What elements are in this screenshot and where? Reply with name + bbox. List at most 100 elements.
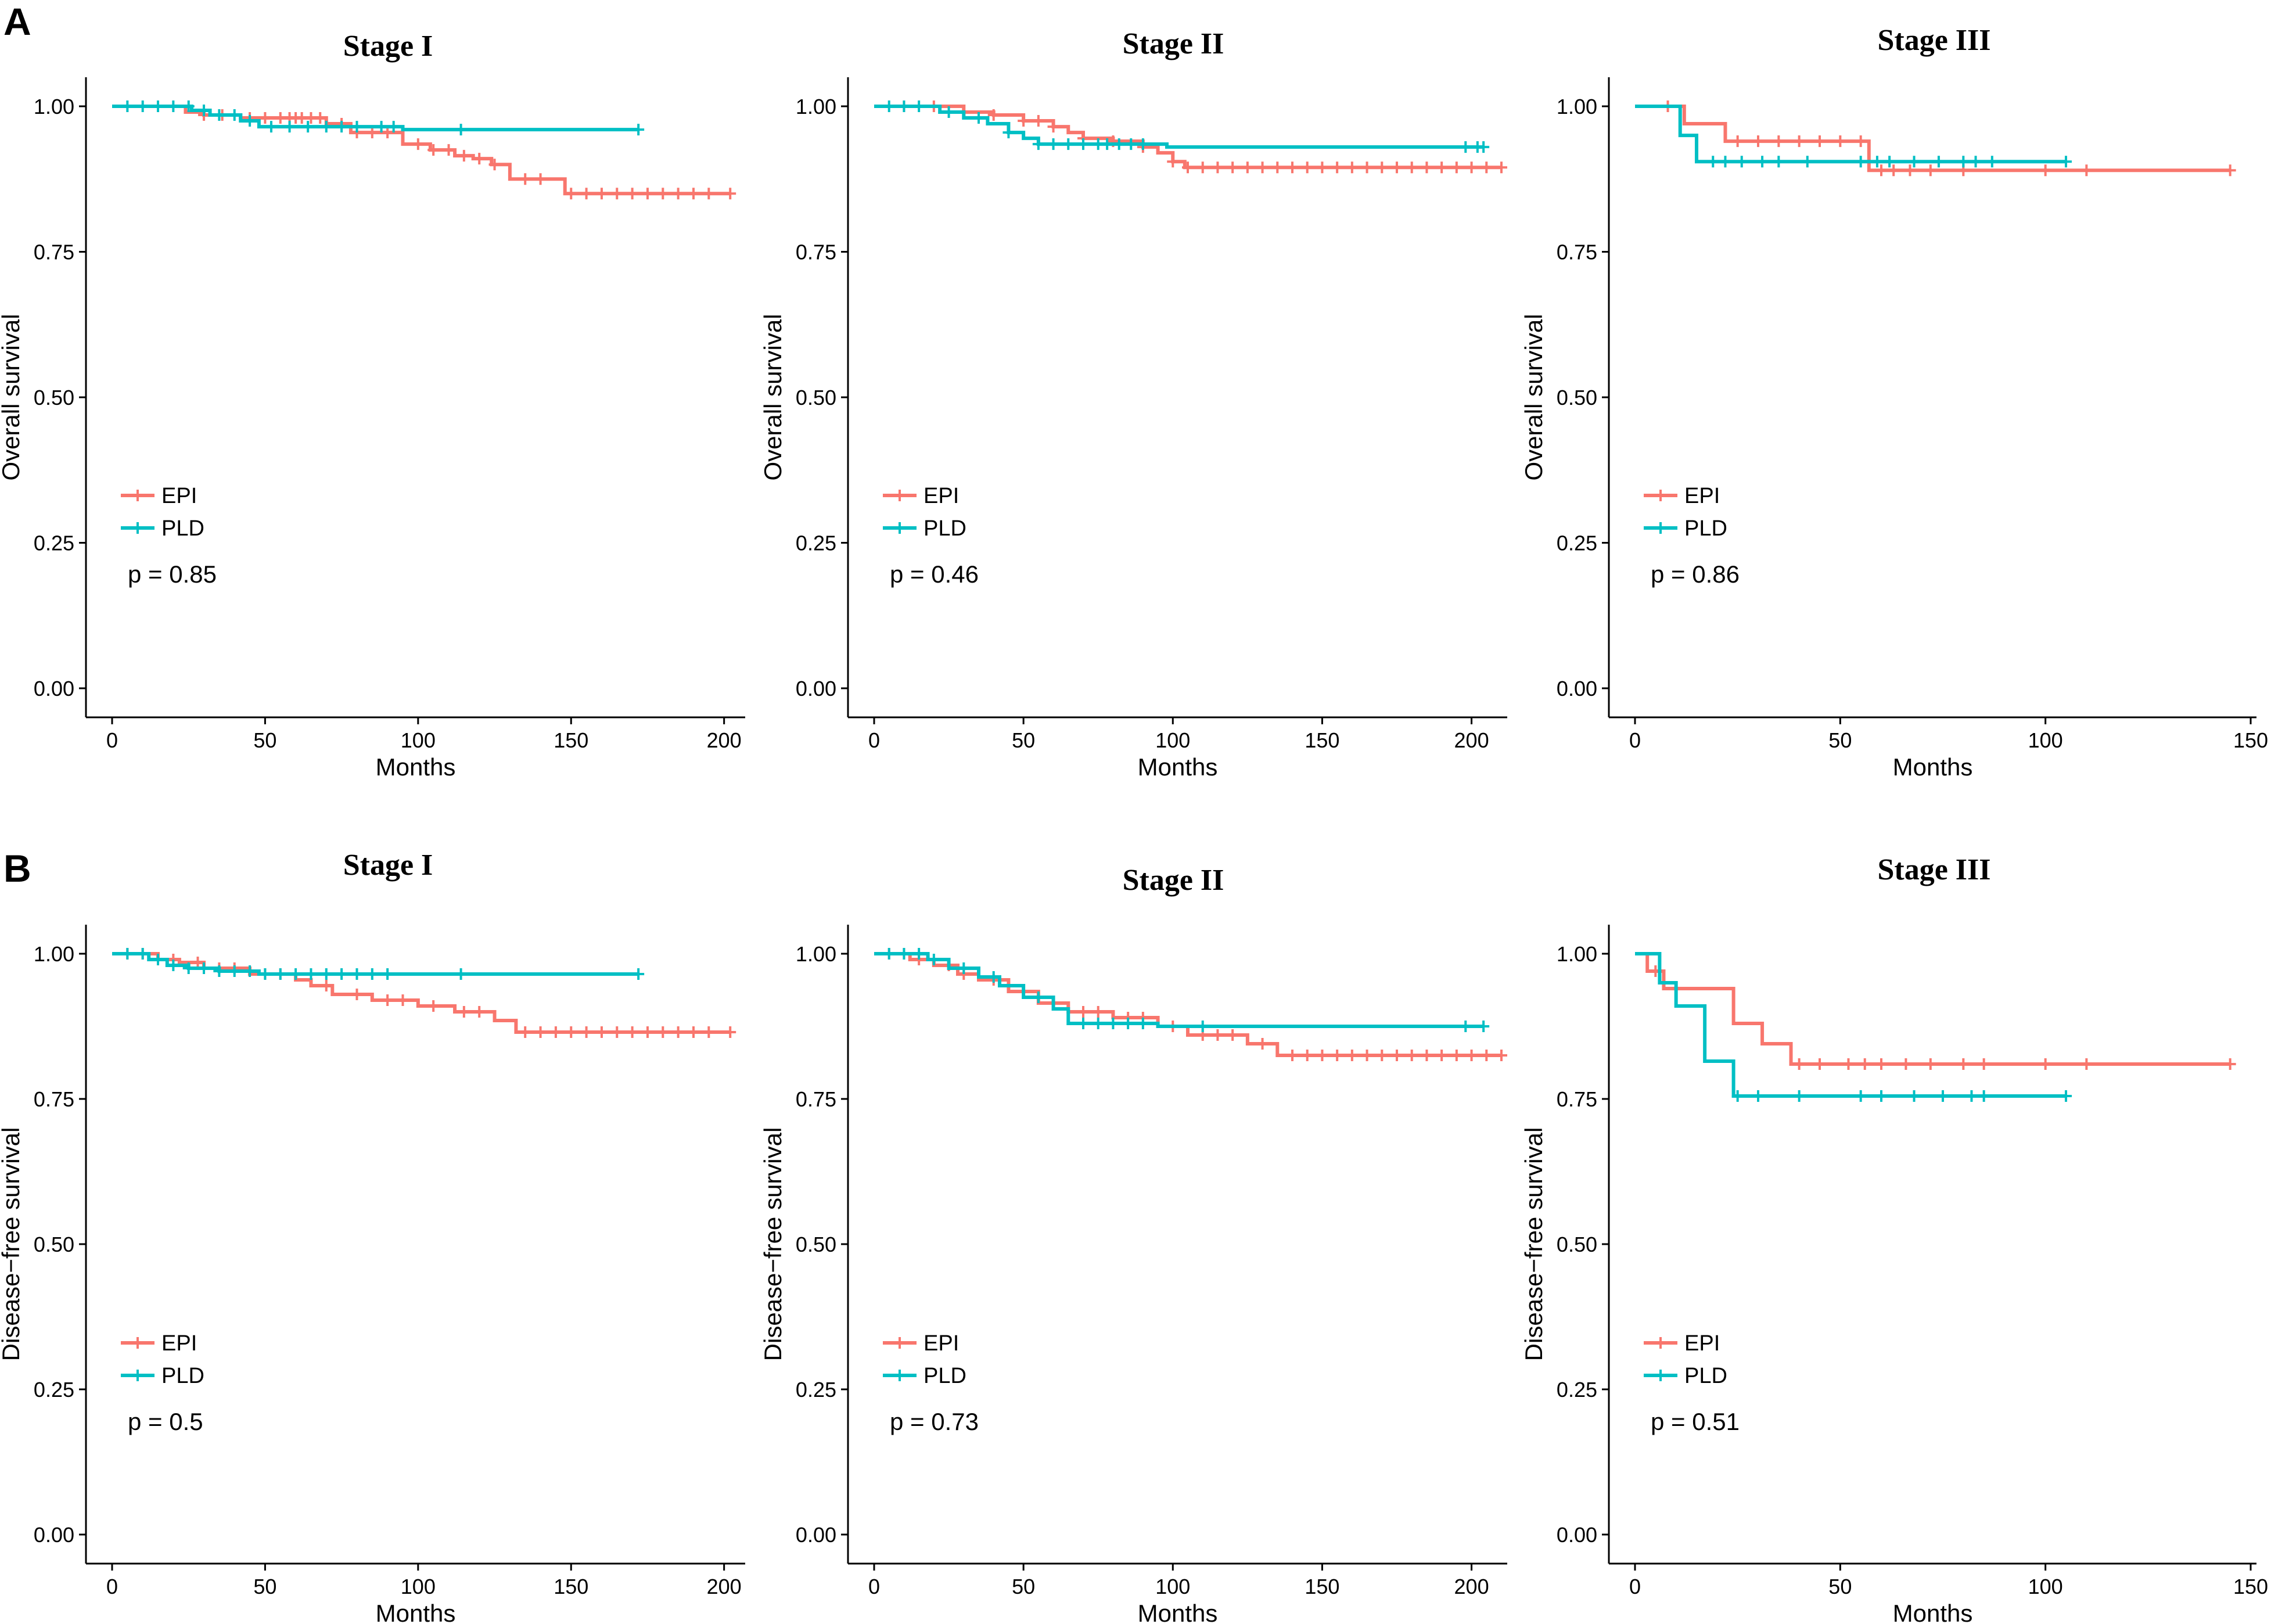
censor-mark	[387, 121, 400, 133]
series-pld: PLD	[874, 948, 1490, 1388]
censor-mark	[458, 1006, 470, 1018]
x-tick-label: 100	[1155, 728, 1190, 752]
censor-mark	[641, 1026, 653, 1038]
p-value-annotation: p = 0.5	[128, 1408, 203, 1435]
legend-key-censor	[132, 522, 143, 534]
y-axis-label: Disease−free survival	[759, 1127, 786, 1361]
x-axis-label: Months	[1138, 1600, 1218, 1624]
censor-mark	[314, 112, 326, 124]
censor-mark	[703, 1026, 715, 1038]
p-value-annotation: p = 0.73	[890, 1408, 979, 1435]
x-tick-label: 150	[554, 728, 588, 752]
censor-mark	[1301, 161, 1313, 174]
series-pld: PLD	[112, 100, 645, 541]
x-tick-label: 50	[253, 1575, 276, 1598]
y-axis-label: Disease−free survival	[1520, 1127, 1547, 1361]
censor-mark	[1924, 164, 1936, 177]
censor-mark	[121, 948, 134, 960]
legend-key-censor	[1655, 1370, 1666, 1381]
censor-mark	[913, 948, 925, 960]
censor-mark	[534, 173, 547, 185]
censor-mark	[987, 971, 1000, 983]
censor-mark	[1793, 135, 1805, 148]
legend-label-pld: PLD	[924, 516, 966, 541]
censor-mark	[1077, 138, 1089, 150]
censor-mark	[1965, 1090, 1978, 1102]
legend-label-pld: PLD	[1684, 1364, 1727, 1388]
censor-mark	[1904, 164, 1916, 177]
censor-mark	[213, 965, 225, 977]
y-tick-label: 1.00	[34, 95, 74, 118]
censor-mark	[1937, 1090, 1949, 1102]
p-value-annotation: p = 0.85	[128, 561, 217, 588]
censor-mark	[244, 115, 256, 127]
x-tick-label: 150	[2233, 1575, 2268, 1598]
censor-mark	[1814, 135, 1826, 148]
censor-mark	[987, 109, 1000, 121]
censor-mark	[958, 962, 970, 974]
y-tick-label: 1.00	[796, 942, 836, 966]
chart-title: Stage II	[1123, 864, 1224, 897]
censor-mark	[1970, 156, 1982, 168]
censor-mark	[724, 1026, 736, 1038]
censor-mark	[657, 1026, 669, 1038]
censor-mark	[883, 948, 895, 960]
censor-mark	[1212, 161, 1224, 174]
survival-curve-epi	[1635, 952, 2230, 1066]
censor-mark	[152, 954, 164, 965]
x-tick-label: 50	[1012, 728, 1035, 752]
censor-mark	[1391, 161, 1403, 174]
censor-mark	[1227, 1029, 1239, 1041]
y-tick-label: 0.50	[1557, 386, 1597, 409]
censor-mark	[1346, 161, 1358, 174]
y-tick-label: 0.75	[1557, 240, 1597, 264]
censor-mark	[382, 994, 394, 1006]
censor-mark	[351, 989, 363, 1000]
y-tick-label: 0.00	[796, 677, 836, 700]
censor-mark	[1047, 138, 1059, 150]
censor-mark	[1137, 1018, 1149, 1029]
y-tick-label: 0.25	[796, 531, 836, 555]
survival-curve-epi	[874, 105, 1501, 170]
censor-mark	[973, 112, 984, 124]
y-tick-label: 0.00	[1557, 1523, 1597, 1547]
censor-mark	[1814, 1058, 1826, 1070]
x-axis-label: Months	[376, 753, 456, 781]
censor-mark	[1032, 991, 1044, 1003]
censor-mark	[1481, 1050, 1493, 1061]
chart-b2: Stage II 0.00 0.25 0.50 0.75 1.00 0 50 100 150 200…	[759, 864, 1507, 1624]
x-tick-label: 150	[554, 1575, 588, 1598]
censor-mark	[1032, 115, 1044, 127]
chart-b1: Stage I 0.00 0.25 0.50 0.75 1.00 0 50 100 150 200 M…	[0, 849, 745, 1624]
y-tick-label: 0.75	[1557, 1087, 1597, 1111]
censor-mark	[1077, 1018, 1089, 1029]
y-tick-label: 1.00	[1557, 95, 1597, 118]
x-tick-label: 150	[1305, 1575, 1339, 1598]
censor-mark	[1481, 161, 1493, 174]
censor-mark	[1842, 1058, 1855, 1070]
censor-mark	[1436, 161, 1448, 174]
censor-mark	[1900, 1058, 1912, 1070]
censor-mark	[1707, 156, 1719, 168]
censor-mark	[724, 188, 736, 200]
y-tick-label: 0.75	[796, 1087, 836, 1111]
censor-mark	[1092, 1018, 1104, 1029]
censor-mark	[336, 968, 348, 980]
censor-mark	[580, 188, 592, 200]
charts: Stage I 0.00 0.25 0.50 0.75 1.00 0 50 100 150 200 M…	[0, 24, 2268, 1624]
censor-mark	[687, 188, 699, 200]
x-tick-label: 50	[1828, 1575, 1852, 1598]
censor-mark	[1361, 161, 1373, 174]
y-tick-label: 0.00	[34, 1523, 74, 1547]
x-tick-label: 100	[2028, 1575, 2063, 1598]
censor-mark	[192, 957, 204, 968]
legend-key-censor	[1655, 490, 1666, 501]
censor-mark	[1986, 156, 1998, 168]
censor-mark	[1496, 1050, 1507, 1061]
censor-mark	[1793, 1058, 1805, 1070]
censor-mark	[1182, 161, 1194, 174]
censor-mark	[1331, 161, 1343, 174]
legend-key-censor	[132, 1337, 143, 1349]
legend-label-epi: EPI	[161, 1331, 197, 1356]
